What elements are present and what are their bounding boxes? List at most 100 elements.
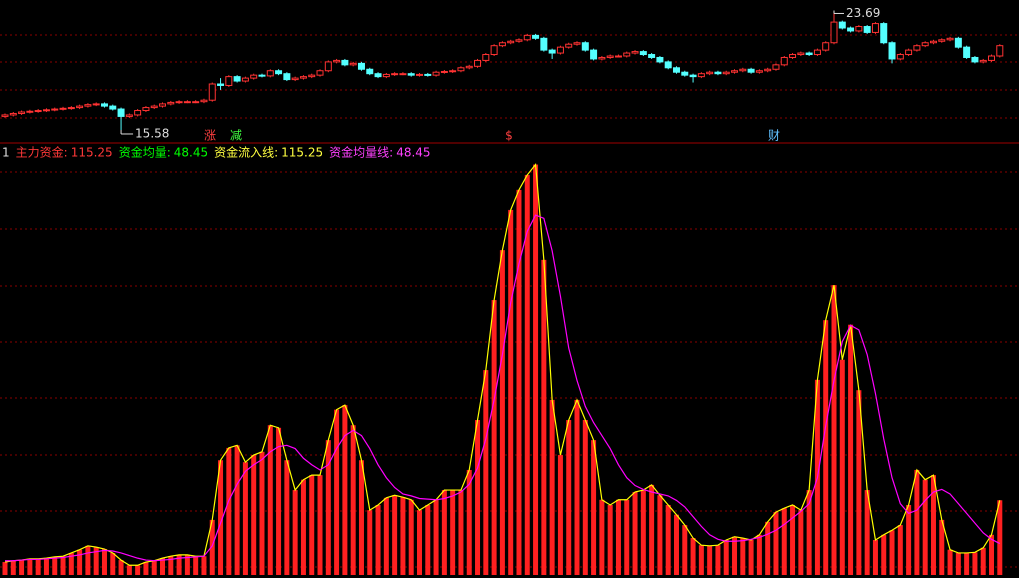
candle-body bbox=[465, 65, 473, 69]
candle-body bbox=[283, 73, 291, 81]
candle-body bbox=[714, 71, 722, 75]
bar bbox=[848, 324, 854, 575]
candle-body bbox=[92, 103, 100, 106]
bar bbox=[392, 495, 398, 575]
candle-body bbox=[200, 99, 208, 103]
candle-body bbox=[664, 61, 672, 69]
candle-body bbox=[507, 40, 515, 44]
bar bbox=[143, 562, 149, 575]
bar bbox=[649, 484, 655, 575]
candle-body bbox=[34, 110, 42, 113]
bar bbox=[624, 499, 630, 575]
candle-body bbox=[963, 46, 971, 58]
candle-body bbox=[424, 73, 432, 76]
bar bbox=[673, 514, 679, 575]
bar bbox=[375, 504, 381, 575]
candle-body bbox=[357, 62, 365, 70]
candle-body bbox=[416, 73, 423, 76]
legend-label: 资金均量线: bbox=[329, 145, 393, 160]
candle-body bbox=[988, 55, 996, 61]
bar bbox=[756, 534, 762, 575]
bar bbox=[657, 495, 663, 575]
candle-body bbox=[9, 112, 17, 116]
legend-value: 115.25 bbox=[281, 146, 323, 160]
candle-body bbox=[764, 68, 772, 72]
bar bbox=[466, 469, 472, 575]
legend-prefix: 1 bbox=[2, 146, 10, 160]
bar bbox=[823, 320, 829, 575]
bar bbox=[417, 510, 422, 575]
bar bbox=[27, 558, 33, 575]
candle-body bbox=[540, 37, 548, 51]
candle-body bbox=[26, 110, 34, 113]
candle-body bbox=[863, 26, 871, 33]
candle-body bbox=[208, 83, 216, 101]
bar bbox=[342, 405, 348, 575]
high-annotation: 23.69 bbox=[846, 6, 880, 20]
candle-body bbox=[515, 39, 523, 42]
low-annotation: 15.58 bbox=[135, 126, 169, 140]
bar bbox=[574, 399, 580, 575]
candle-body bbox=[780, 56, 788, 66]
candle-body bbox=[822, 42, 830, 51]
candle-body bbox=[813, 49, 821, 56]
candle-body bbox=[399, 73, 407, 76]
candle-body bbox=[175, 101, 183, 104]
bar bbox=[475, 420, 481, 575]
bar bbox=[955, 552, 961, 575]
candle-body bbox=[150, 105, 158, 109]
candle-body bbox=[946, 37, 954, 41]
bar bbox=[309, 475, 315, 575]
bar bbox=[400, 497, 406, 575]
indicator-line bbox=[5, 214, 1001, 562]
candle-body bbox=[548, 49, 556, 54]
candle-body bbox=[192, 101, 200, 104]
bar bbox=[682, 525, 688, 575]
indicator-line bbox=[4, 162, 1001, 566]
candle-body bbox=[142, 107, 150, 112]
bar bbox=[43, 558, 49, 575]
candle-body bbox=[440, 70, 448, 73]
bar bbox=[292, 490, 298, 575]
candle-body bbox=[382, 73, 390, 78]
bar bbox=[358, 460, 364, 575]
candle-body bbox=[391, 73, 399, 76]
bar bbox=[665, 504, 671, 575]
legend-value: 48.45 bbox=[396, 146, 430, 160]
bar bbox=[790, 504, 796, 575]
bar bbox=[19, 560, 25, 575]
bar bbox=[135, 565, 141, 575]
candle-body bbox=[681, 71, 689, 76]
bar bbox=[93, 547, 99, 575]
bar bbox=[549, 399, 555, 575]
bar bbox=[52, 556, 58, 575]
event-marker: 减 bbox=[230, 129, 242, 143]
candle-body bbox=[51, 108, 59, 111]
candle-body bbox=[167, 101, 175, 105]
bar bbox=[284, 460, 290, 575]
bar bbox=[85, 545, 91, 575]
candle-body bbox=[639, 51, 647, 56]
candle-body bbox=[308, 74, 316, 78]
candle-body bbox=[789, 54, 797, 58]
bar bbox=[126, 565, 132, 575]
bar bbox=[798, 510, 804, 575]
bar bbox=[60, 556, 66, 575]
bar bbox=[690, 538, 696, 575]
candle-body bbox=[880, 23, 888, 44]
bar bbox=[516, 189, 522, 575]
bar bbox=[77, 549, 83, 575]
candle-body bbox=[159, 103, 167, 107]
legend-label: 资金流入线: bbox=[214, 145, 278, 160]
candle-body bbox=[888, 42, 896, 60]
candle-body bbox=[797, 52, 805, 56]
candle-body bbox=[590, 49, 598, 60]
candle-body bbox=[739, 68, 747, 72]
candle-body bbox=[722, 71, 730, 75]
bar bbox=[582, 420, 588, 575]
candle-body bbox=[266, 70, 274, 77]
candle-body bbox=[971, 56, 979, 63]
bar bbox=[839, 359, 845, 575]
bar bbox=[698, 545, 704, 575]
bar bbox=[856, 390, 862, 575]
